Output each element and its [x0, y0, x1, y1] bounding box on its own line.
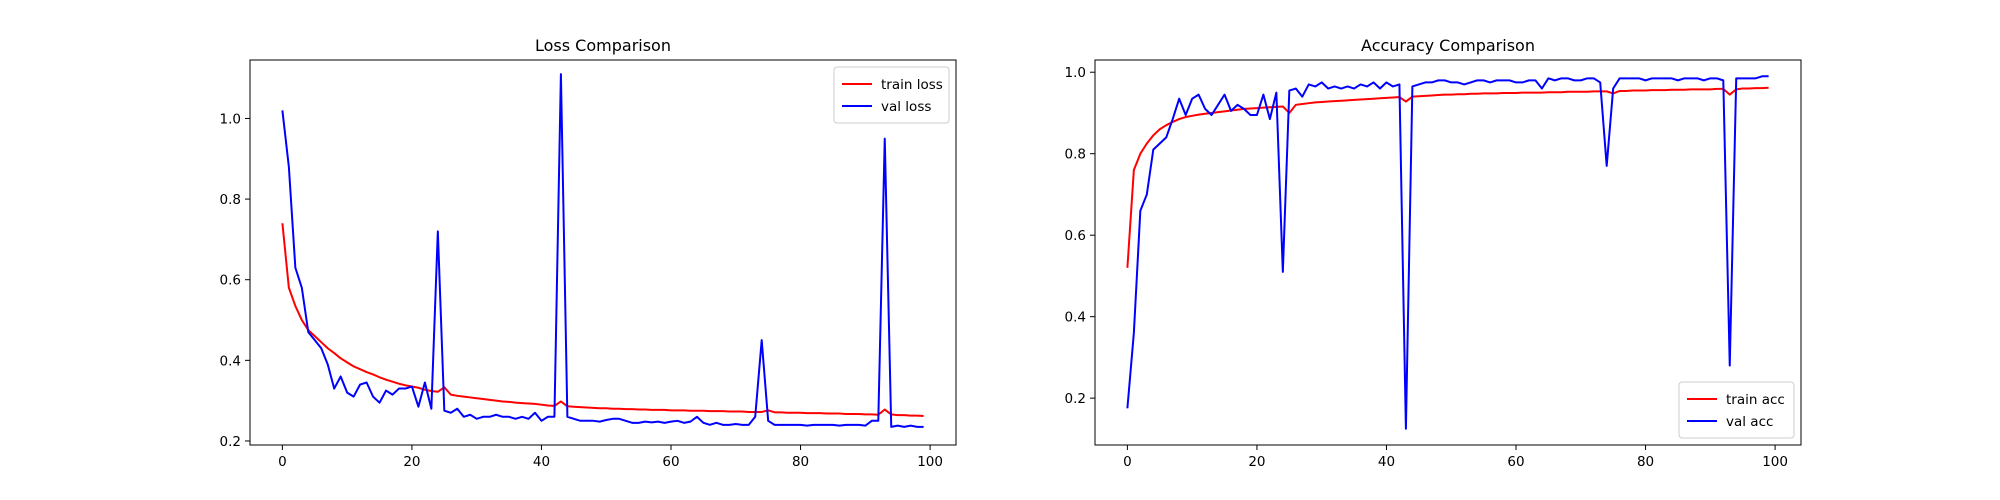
y-tick-label: 0.2: [220, 434, 241, 450]
y-tick-label: 0.6: [220, 273, 241, 289]
axes-frame: [249, 59, 957, 446]
loss-comparison-chart: Loss Comparison 0 20 40 60 80 100 0.2 0.4 0.6 0.8 1…: [220, 36, 957, 470]
y-tick-label: 0.4: [220, 353, 241, 369]
series-group: [1126, 75, 1769, 430]
legend-box: [1678, 381, 1795, 439]
y-tick-label: 0.2: [1065, 391, 1086, 407]
x-tick-label: 100: [917, 454, 943, 470]
axes-frame: [1094, 59, 1802, 446]
legend-label-train-acc: train acc: [1726, 392, 1785, 408]
x-tick-label: 60: [662, 454, 679, 470]
x-tick-label: 0: [1123, 454, 1132, 470]
train-loss-line: [281, 223, 924, 417]
y-tick-label: 0.8: [220, 192, 241, 208]
legend-label-train-loss: train loss: [881, 77, 943, 93]
x-tick-label: 100: [1762, 454, 1788, 470]
legend-box: [833, 66, 950, 124]
legend-label-val-acc: val acc: [1726, 414, 1773, 430]
y-tick-label: 0.6: [1065, 228, 1086, 244]
y-tick-label: 1.0: [220, 111, 241, 127]
legend-label-val-loss: val loss: [881, 99, 931, 115]
y-tick-label: 1.0: [1065, 65, 1086, 81]
y-tick-label: 0.8: [1065, 147, 1086, 163]
x-tick-label: 80: [1637, 454, 1654, 470]
accuracy-comparison-chart: Accuracy Comparison 0 20 40 60 80 100 0.2 0.4 0.6…: [1065, 36, 1802, 470]
y-tick-label: 0.4: [1065, 310, 1086, 326]
x-tick-label: 20: [403, 454, 420, 470]
x-tick-label: 20: [1248, 454, 1265, 470]
chart-title: Accuracy Comparison: [1361, 36, 1535, 55]
chart-title: Loss Comparison: [535, 36, 671, 55]
x-tick-label: 80: [792, 454, 809, 470]
train-acc-line: [1126, 86, 1769, 268]
legend: train acc val acc: [1678, 381, 1795, 439]
legend: train loss val loss: [833, 66, 950, 124]
val-loss-line: [281, 73, 924, 428]
x-tick-label: 40: [533, 454, 550, 470]
series-group: [281, 73, 924, 428]
val-acc-line: [1126, 75, 1769, 430]
x-tick-label: 60: [1507, 454, 1524, 470]
x-tick-label: 0: [278, 454, 287, 470]
x-tick-label: 40: [1378, 454, 1395, 470]
